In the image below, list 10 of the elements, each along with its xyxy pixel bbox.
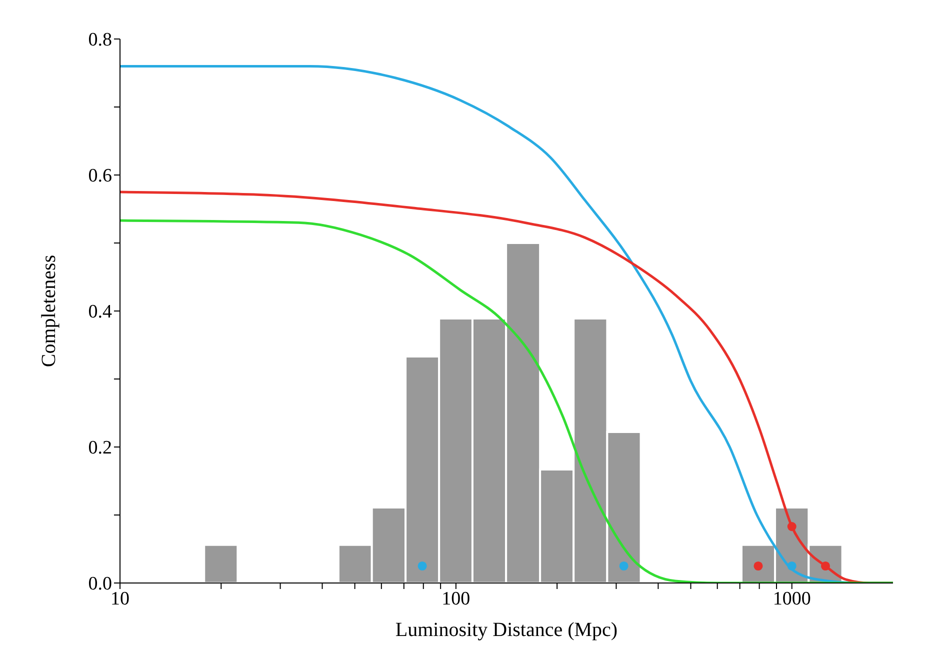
y-tick-label: 0.2 [88,438,112,459]
y-tick-label: 0.8 [88,30,112,51]
x-tick-label: 1000 [772,588,811,610]
x-axis-title: Luminosity Distance (Mpc) [395,619,618,641]
y-tick-label: 0.6 [88,166,112,187]
y-axis-title: Completeness [38,254,60,368]
y-tick-label: 0.4 [88,302,112,323]
y-tick-label: 0.0 [88,574,112,595]
x-tick-label: 100 [442,588,470,610]
x-tick-label: 10 [110,588,130,610]
